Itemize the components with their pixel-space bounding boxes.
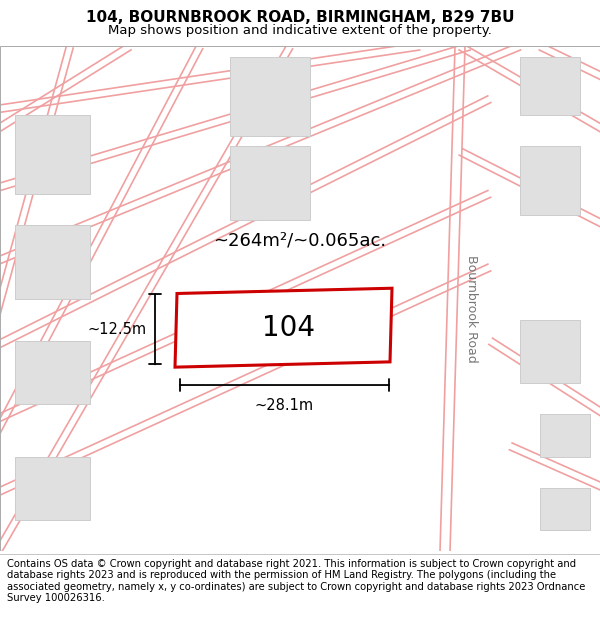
Polygon shape [175,288,392,367]
Polygon shape [15,225,90,299]
Text: ~264m²/~0.065ac.: ~264m²/~0.065ac. [214,232,386,250]
Text: 104: 104 [262,314,315,342]
Text: ~28.1m: ~28.1m [255,398,314,412]
Polygon shape [230,146,310,220]
Text: Map shows position and indicative extent of the property.: Map shows position and indicative extent… [108,24,492,37]
Polygon shape [15,114,90,194]
Polygon shape [15,456,90,520]
Polygon shape [230,57,310,136]
Polygon shape [540,488,590,530]
Polygon shape [520,57,580,114]
Text: ~12.5m: ~12.5m [88,322,147,337]
Polygon shape [540,414,590,456]
Polygon shape [520,146,580,214]
Polygon shape [520,320,580,383]
Text: Bournbrook Road: Bournbrook Road [466,256,479,363]
Polygon shape [15,341,90,404]
Text: Contains OS data © Crown copyright and database right 2021. This information is : Contains OS data © Crown copyright and d… [7,559,586,603]
Text: 104, BOURNBROOK ROAD, BIRMINGHAM, B29 7BU: 104, BOURNBROOK ROAD, BIRMINGHAM, B29 7B… [86,10,514,25]
